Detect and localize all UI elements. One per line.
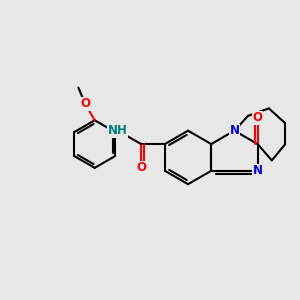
Text: N: N — [253, 164, 262, 177]
Text: N: N — [230, 124, 239, 137]
Text: NH: NH — [108, 124, 128, 137]
Text: O: O — [80, 98, 90, 110]
Text: O: O — [136, 161, 146, 174]
Text: O: O — [253, 111, 262, 124]
